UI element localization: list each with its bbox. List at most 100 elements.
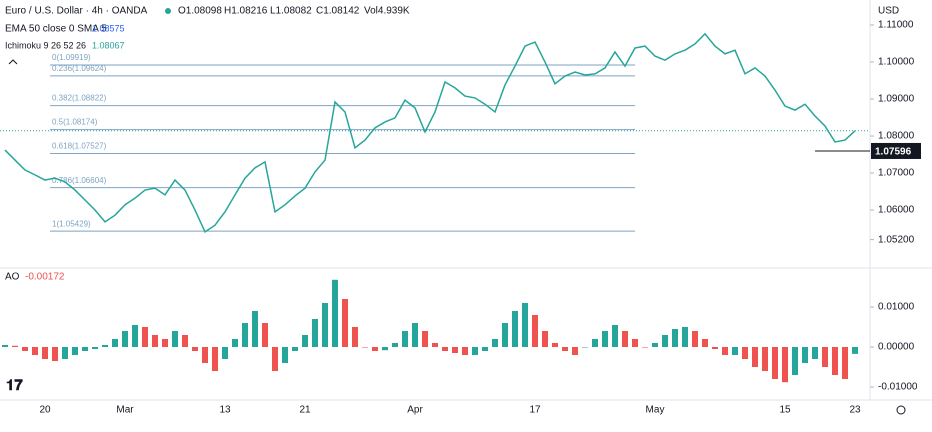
y-tick-label: 1.10000 bbox=[878, 57, 915, 68]
ao-bar bbox=[572, 347, 578, 355]
ao-bar bbox=[392, 343, 398, 347]
ao-bar bbox=[342, 299, 348, 347]
ao-bar bbox=[562, 347, 568, 351]
currency-label: USD bbox=[878, 6, 899, 17]
indicator-value: 1.08575 bbox=[92, 23, 125, 33]
ao-bar bbox=[202, 347, 208, 363]
indicator-label: Ichimoku 9 26 52 26 bbox=[5, 40, 86, 50]
ao-bar bbox=[302, 335, 308, 347]
logo: 𝟏𝟕 bbox=[6, 377, 23, 394]
ao-bar bbox=[322, 303, 328, 347]
ao-bar bbox=[532, 315, 538, 347]
ao-bar bbox=[172, 331, 178, 347]
settings-icon[interactable] bbox=[896, 405, 906, 415]
ao-bar bbox=[382, 347, 388, 351]
ao-bar bbox=[552, 343, 558, 347]
ao-bar bbox=[752, 347, 758, 367]
ao-bar bbox=[712, 347, 718, 349]
ao-bar bbox=[2, 345, 8, 347]
ao-value: -0.00172 bbox=[25, 272, 65, 283]
ohlc-high: H1.08216 bbox=[224, 6, 268, 17]
ao-bar bbox=[32, 347, 38, 355]
ao-bar bbox=[832, 347, 838, 375]
ao-bar bbox=[722, 347, 728, 355]
y-tick-label: 0.00000 bbox=[878, 342, 915, 353]
ao-bar bbox=[522, 303, 528, 347]
ao-bar bbox=[362, 347, 368, 348]
ao-bar bbox=[702, 339, 708, 347]
ao-bar bbox=[452, 347, 458, 353]
ao-bar bbox=[472, 347, 478, 355]
x-tick-label: 17 bbox=[529, 405, 541, 416]
y-tick-label: 1.06000 bbox=[878, 205, 915, 216]
ao-bar bbox=[742, 347, 748, 359]
ao-bar bbox=[272, 347, 278, 371]
x-tick-label: 15 bbox=[779, 405, 791, 416]
ao-bar bbox=[192, 347, 198, 351]
ao-bar bbox=[592, 339, 598, 347]
ao-bar bbox=[582, 347, 588, 348]
ao-bar bbox=[492, 339, 498, 347]
ao-bar bbox=[672, 329, 678, 347]
ao-bar bbox=[622, 331, 628, 347]
indicator-value: 1.08067 bbox=[92, 40, 125, 50]
ao-bar bbox=[332, 279, 338, 347]
ao-bar bbox=[152, 335, 158, 347]
ao-bar bbox=[92, 347, 98, 349]
x-tick-label: May bbox=[646, 405, 665, 416]
ao-bar bbox=[602, 331, 608, 347]
ao-bar bbox=[852, 347, 858, 354]
ao-bar bbox=[502, 323, 508, 347]
y-tick-label: -0.01000 bbox=[878, 382, 918, 393]
ao-bar bbox=[652, 343, 658, 347]
y-tick-label: 1.11000 bbox=[878, 20, 914, 31]
ao-title: AO bbox=[5, 272, 20, 283]
ao-bar bbox=[422, 331, 428, 347]
ao-bar bbox=[792, 347, 798, 375]
x-tick-label: Mar bbox=[116, 405, 134, 416]
y-tick-label: 1.05200 bbox=[878, 234, 915, 245]
fib-label: 0.786(1.06604) bbox=[52, 176, 107, 185]
ao-bar bbox=[432, 343, 438, 347]
ao-bar bbox=[642, 347, 648, 348]
ao-bar bbox=[72, 347, 78, 355]
ao-bar bbox=[682, 327, 688, 347]
ao-bar bbox=[122, 331, 128, 347]
x-tick-label: 20 bbox=[39, 405, 51, 416]
ohlc-close: C1.08142 bbox=[316, 6, 360, 17]
ohlc-volume: Vol4.939K bbox=[364, 6, 410, 17]
ao-bar bbox=[442, 347, 448, 351]
ao-bar bbox=[232, 339, 238, 347]
x-tick-label: 13 bbox=[219, 405, 231, 416]
ao-bar bbox=[662, 335, 668, 347]
marked-price-label: 1.07596 bbox=[875, 147, 912, 158]
ao-bar bbox=[42, 347, 48, 359]
ao-bar bbox=[252, 311, 258, 347]
price-line bbox=[4, 32, 856, 233]
ao-bar bbox=[222, 347, 228, 359]
ao-bar bbox=[462, 347, 468, 355]
ao-bar bbox=[142, 327, 148, 347]
ao-bar bbox=[292, 347, 298, 351]
ao-bar bbox=[542, 331, 548, 347]
ao-bar bbox=[632, 339, 638, 347]
ao-bar bbox=[212, 347, 218, 371]
ao-bar bbox=[312, 319, 318, 347]
ao-bar bbox=[802, 347, 808, 363]
ao-bar bbox=[812, 347, 818, 359]
ao-bar bbox=[822, 347, 828, 367]
collapse-icon[interactable] bbox=[8, 59, 18, 65]
ao-bar bbox=[692, 331, 698, 347]
ao-bar bbox=[62, 347, 68, 359]
marked-price-tag bbox=[871, 142, 921, 159]
x-tick-label: 23 bbox=[849, 405, 861, 416]
ao-bar bbox=[242, 323, 248, 347]
fib-label: 1(1.05429) bbox=[52, 219, 91, 228]
y-tick-label: 1.08000 bbox=[878, 131, 915, 142]
ohlc-low: L1.08082 bbox=[270, 6, 312, 17]
ao-bar bbox=[82, 347, 88, 351]
ao-bar bbox=[12, 345, 18, 347]
y-tick-label: 1.07000 bbox=[878, 168, 915, 179]
ao-bar bbox=[262, 323, 268, 347]
